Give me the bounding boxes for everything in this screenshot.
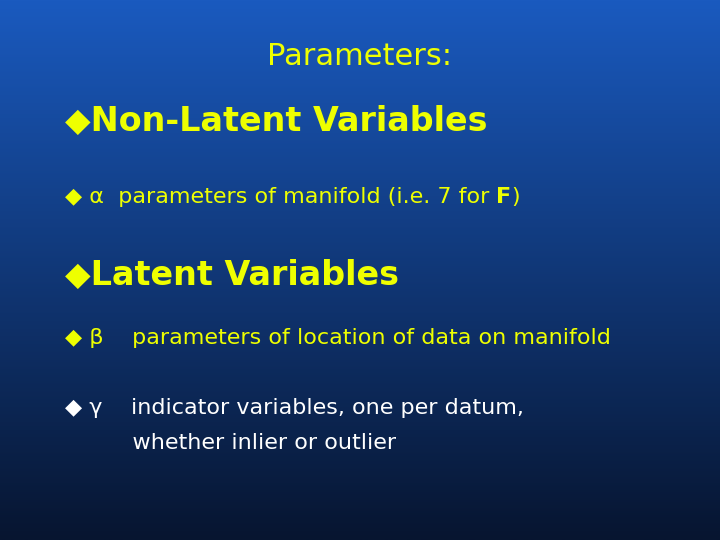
Text: ◆Non-Latent Variables: ◆Non-Latent Variables — [65, 105, 487, 138]
Text: F: F — [496, 187, 511, 207]
Text: ◆Latent Variables: ◆Latent Variables — [65, 259, 399, 292]
Text: ◆ β    parameters of location of data on manifold: ◆ β parameters of location of data on ma… — [65, 327, 611, 348]
Text: ◆ α  parameters of manifold (i.e. 7 for: ◆ α parameters of manifold (i.e. 7 for — [65, 187, 496, 207]
Text: ◆ γ    indicator variables, one per datum,: ◆ γ indicator variables, one per datum, — [65, 397, 523, 418]
Text: whether inlier or outlier: whether inlier or outlier — [104, 433, 397, 453]
Text: ): ) — [511, 187, 520, 207]
Text: Parameters:: Parameters: — [268, 42, 452, 71]
